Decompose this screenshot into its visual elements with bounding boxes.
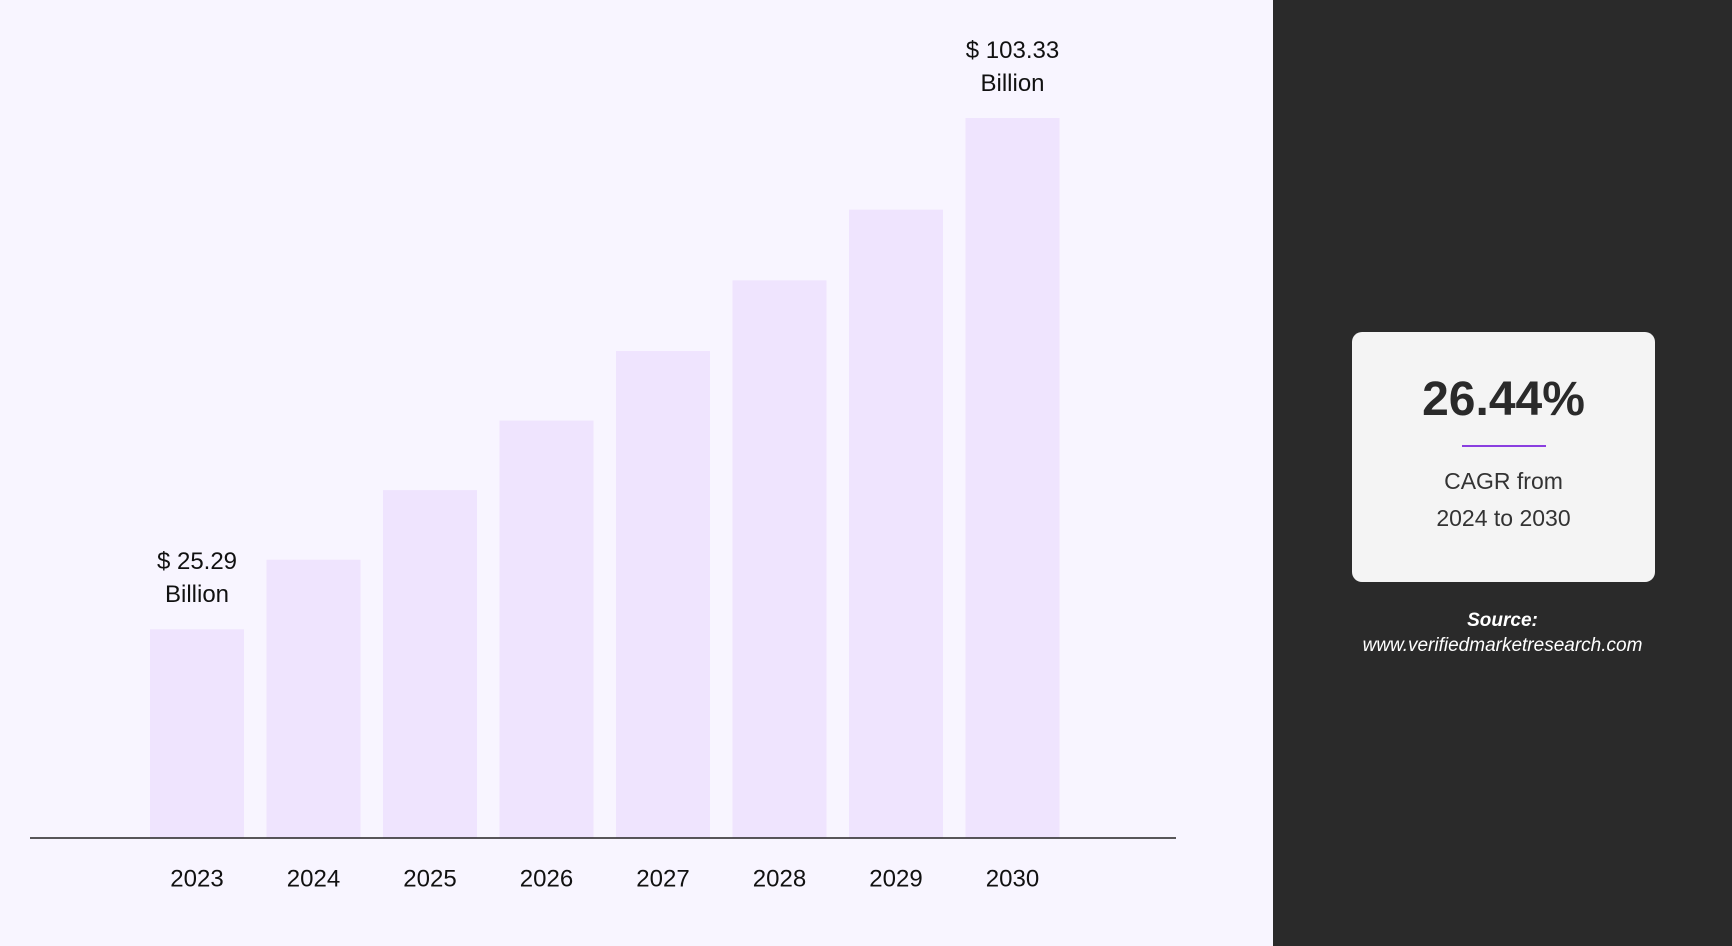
cagr-card: 26.44% CAGR from 2024 to 2030 bbox=[1352, 332, 1655, 582]
bar bbox=[383, 490, 477, 838]
value-label: $ 25.29 Billion bbox=[156, 548, 238, 609]
bar bbox=[499, 420, 594, 838]
bar bbox=[150, 629, 244, 838]
bar bbox=[849, 209, 943, 838]
x-tick-label: 2027 bbox=[636, 865, 689, 892]
cagr-value: 26.44% bbox=[1422, 373, 1585, 426]
source-label: Source: bbox=[1467, 610, 1538, 631]
bar bbox=[965, 118, 1060, 838]
x-tick-label: 2025 bbox=[403, 865, 456, 892]
x-tick-label: 2028 bbox=[753, 865, 806, 892]
x-tick-label: 2029 bbox=[869, 865, 922, 892]
source: Source: www.verifiedmarketresearch.com bbox=[1273, 608, 1732, 658]
bar bbox=[266, 559, 361, 838]
x-tick-label: 2024 bbox=[287, 865, 340, 892]
source-url: www.verifiedmarketresearch.com bbox=[1362, 635, 1643, 656]
cagr-label: CAGR from 2024 to 2030 bbox=[1436, 468, 1571, 531]
side-panel: 26.44% CAGR from 2024 to 2030 Source: ww… bbox=[1273, 0, 1732, 946]
bar bbox=[616, 351, 710, 838]
chart: 2023 2024 2025 2026 2027 2028 2029 2030 bbox=[30, 118, 1176, 892]
x-tick-label: 2023 bbox=[170, 865, 223, 892]
divider bbox=[1461, 445, 1546, 447]
x-tick-label: 2026 bbox=[520, 865, 573, 892]
value-label: $ 103.33 Billion bbox=[965, 37, 1060, 97]
x-tick-label: 2030 bbox=[986, 865, 1039, 892]
bar bbox=[732, 280, 827, 838]
